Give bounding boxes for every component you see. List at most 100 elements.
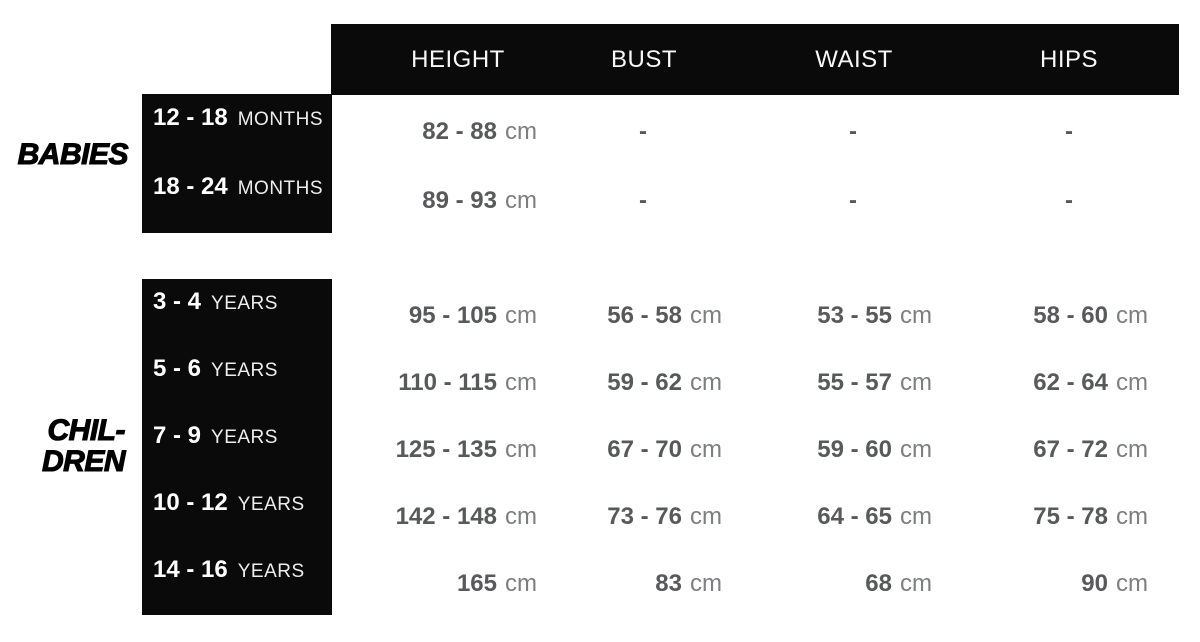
- age-unit-label: YEARS: [211, 426, 278, 448]
- measurement-cell: 165 cm: [331, 548, 543, 615]
- measurement-unit: cm: [505, 301, 537, 329]
- measurement-value: 83: [655, 570, 682, 598]
- age-unit-label: MONTHS: [237, 108, 324, 130]
- measurement-value: 82 - 88: [422, 117, 497, 145]
- measurement: 68 cm: [865, 570, 932, 598]
- measurement-cell: -: [967, 164, 1179, 234]
- measurement-cell: 89 - 93 cm: [331, 164, 543, 234]
- age-unit-label: YEARS: [237, 494, 305, 516]
- age-label: 18 - 24 MONTHS: [153, 173, 323, 201]
- age-unit-label: YEARS: [211, 292, 278, 314]
- measurement: 64 - 65 cm: [817, 503, 932, 531]
- age-row: 14 - 16 YEARS: [142, 548, 332, 615]
- age-label: 14 - 16 YEARS: [153, 556, 305, 584]
- measurement-unit: cm: [900, 503, 932, 531]
- column-header-bust: BUST: [610, 45, 677, 73]
- measurement-unit: cm: [900, 368, 932, 396]
- measurement-cell: 95 - 105 cm: [331, 279, 543, 346]
- measurement-unit: cm: [505, 503, 537, 531]
- measurement: 73 - 76 cm: [607, 503, 722, 531]
- measurement-value: 58 - 60: [1033, 301, 1108, 329]
- measurement: 58 - 60 cm: [1033, 302, 1148, 330]
- age-label: 3 - 4 YEARS: [153, 288, 278, 316]
- measurement-cell: 67 - 72 cm: [967, 413, 1179, 480]
- age-row: 12 - 18 MONTHS: [142, 94, 332, 164]
- measurement-cell: -: [755, 164, 967, 234]
- empty-dash: -: [849, 117, 857, 145]
- column-header-waist: WAIST: [815, 45, 893, 73]
- group-label-children: CHIL- DREN: [0, 414, 126, 478]
- age-range-value: 18 - 24: [153, 173, 228, 201]
- measurement-value: 67 - 72: [1033, 435, 1108, 463]
- age-range-value: 12 - 18: [153, 103, 228, 131]
- measurement-unit: cm: [900, 570, 932, 598]
- empty-dash: -: [849, 187, 857, 215]
- measurement-cell: 58 - 60 cm: [967, 279, 1179, 346]
- measurement-unit: cm: [900, 435, 932, 463]
- measurement: 53 - 55 cm: [817, 302, 932, 330]
- measurement-value: 165: [456, 570, 497, 598]
- group-label-line: BABIES: [17, 138, 129, 171]
- measurement: 89 - 93 cm: [422, 187, 537, 215]
- measurement-value: 59 - 62: [607, 368, 682, 396]
- age-label: 7 - 9 YEARS: [153, 422, 278, 450]
- data-grid-babies: 82 - 88 cm - - - 89 - 93 cm - - -: [331, 94, 1179, 233]
- measurement-value: 89 - 93: [422, 187, 497, 215]
- group-label-babies: BABIES: [0, 138, 129, 171]
- measurement-cell: 68 cm: [755, 548, 967, 615]
- measurement-unit: cm: [505, 570, 537, 598]
- age-label: 12 - 18 MONTHS: [153, 104, 323, 132]
- measurement: 75 - 78 cm: [1033, 503, 1148, 531]
- measurement-unit: cm: [1116, 301, 1148, 329]
- age-row: 5 - 6 YEARS: [142, 346, 332, 413]
- age-range-value: 14 - 16: [153, 556, 228, 584]
- measurement: 55 - 57 cm: [817, 369, 932, 397]
- group-label-line: DREN: [41, 445, 126, 478]
- measurement-value: 125 - 135: [395, 435, 497, 463]
- age-label: 10 - 12 YEARS: [153, 489, 305, 517]
- measurement: 82 - 88 cm: [422, 118, 537, 146]
- measurement-cell: 67 - 70 cm: [543, 413, 755, 480]
- measurement-value: 67 - 70: [607, 435, 682, 463]
- measurement-cell: 90 cm: [967, 548, 1179, 615]
- measurement: 125 - 135 cm: [396, 436, 537, 464]
- measurement-value: 75 - 78: [1033, 503, 1108, 531]
- measurement-cell: 59 - 62 cm: [543, 346, 755, 413]
- measurement-cell: 125 - 135 cm: [331, 413, 543, 480]
- measurement-value: 55 - 57: [817, 368, 892, 396]
- measurement-value: 73 - 76: [607, 503, 682, 531]
- measurement: 59 - 60 cm: [817, 436, 932, 464]
- age-unit-label: YEARS: [211, 359, 278, 381]
- measurement-cell: -: [543, 164, 755, 234]
- data-grid-children: 95 - 105 cm 56 - 58 cm 53 - 55 cm 58 - 60 cm 110…: [331, 279, 1179, 615]
- measurement-value: 95 - 105: [408, 301, 497, 329]
- age-row: 18 - 24 MONTHS: [142, 164, 332, 234]
- measurement-unit: cm: [505, 435, 537, 463]
- measurement-value: 68: [865, 570, 892, 598]
- measurement-unit: cm: [1116, 570, 1148, 598]
- measurement-value: 90: [1081, 570, 1108, 598]
- measurement-cell: -: [967, 94, 1179, 164]
- measurement: 95 - 105 cm: [409, 302, 537, 330]
- measurement-value: 110 - 115: [398, 368, 497, 396]
- measurement-cell: 73 - 76 cm: [543, 481, 755, 548]
- measurement-unit: cm: [690, 503, 722, 531]
- measurement: 90 cm: [1081, 570, 1148, 598]
- measurement: 165 cm: [457, 570, 537, 598]
- measurement-cell: -: [755, 94, 967, 164]
- measurement: 67 - 72 cm: [1033, 436, 1148, 464]
- column-header-height: HEIGHT: [411, 45, 505, 73]
- measurement-cell: 64 - 65 cm: [755, 481, 967, 548]
- measurement-value: 53 - 55: [817, 301, 892, 329]
- measurement-cell: 110 - 115 cm: [331, 346, 543, 413]
- age-unit-label: YEARS: [237, 561, 305, 583]
- measurement-value: 62 - 64: [1033, 368, 1108, 396]
- measurement-unit: cm: [505, 117, 537, 145]
- column-header-hips: HIPS: [1039, 45, 1098, 73]
- measurement-value: 142 - 148: [395, 503, 497, 531]
- empty-dash: -: [1065, 117, 1073, 145]
- age-row: 3 - 4 YEARS: [142, 279, 332, 346]
- measurement-value: 59 - 60: [817, 435, 892, 463]
- measurement-unit: cm: [690, 301, 722, 329]
